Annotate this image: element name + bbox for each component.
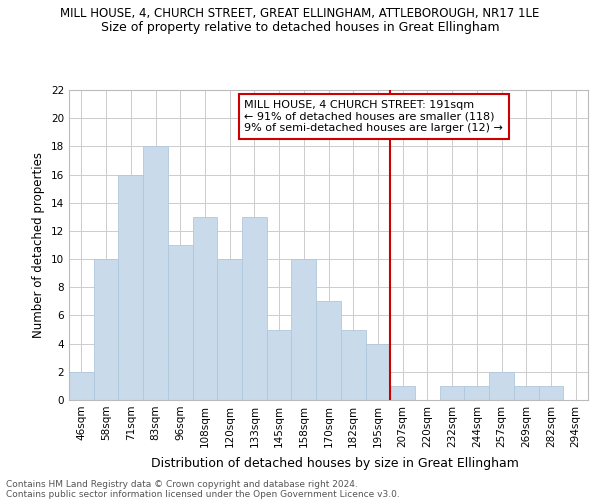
Text: MILL HOUSE, 4 CHURCH STREET: 191sqm
← 91% of detached houses are smaller (118)
9: MILL HOUSE, 4 CHURCH STREET: 191sqm ← 91… xyxy=(244,100,503,133)
Text: Size of property relative to detached houses in Great Ellingham: Size of property relative to detached ho… xyxy=(101,21,499,34)
Text: MILL HOUSE, 4, CHURCH STREET, GREAT ELLINGHAM, ATTLEBOROUGH, NR17 1LE: MILL HOUSE, 4, CHURCH STREET, GREAT ELLI… xyxy=(61,8,539,20)
Bar xyxy=(168,245,193,400)
Bar xyxy=(316,302,341,400)
Bar xyxy=(489,372,514,400)
Bar xyxy=(514,386,539,400)
Bar xyxy=(464,386,489,400)
Bar xyxy=(143,146,168,400)
Bar xyxy=(539,386,563,400)
Text: Contains HM Land Registry data © Crown copyright and database right 2024.
Contai: Contains HM Land Registry data © Crown c… xyxy=(6,480,400,499)
Bar xyxy=(94,259,118,400)
Bar xyxy=(341,330,365,400)
Bar xyxy=(217,259,242,400)
Bar xyxy=(440,386,464,400)
Y-axis label: Number of detached properties: Number of detached properties xyxy=(32,152,46,338)
Bar xyxy=(118,174,143,400)
Bar xyxy=(390,386,415,400)
Bar xyxy=(69,372,94,400)
Bar xyxy=(242,217,267,400)
Bar xyxy=(193,217,217,400)
Text: Distribution of detached houses by size in Great Ellingham: Distribution of detached houses by size … xyxy=(151,458,518,470)
Bar xyxy=(365,344,390,400)
Bar xyxy=(292,259,316,400)
Bar xyxy=(267,330,292,400)
